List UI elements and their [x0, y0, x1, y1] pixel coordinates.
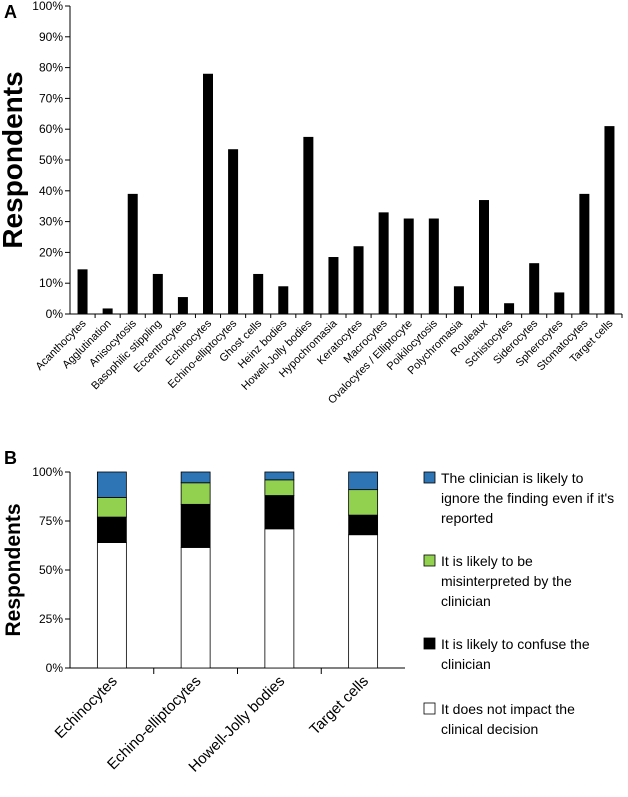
y-tick-label: 90%: [39, 30, 63, 44]
stacked-segment: [264, 471, 295, 481]
bar: [479, 200, 489, 314]
x-category-label: Target cells: [306, 673, 372, 739]
legend-label: reported: [441, 510, 493, 526]
bar: [303, 136, 314, 314]
bar: [579, 193, 590, 314]
stacked-segment: [96, 497, 127, 518]
stacked-segment: [348, 489, 379, 516]
legend-label: clinician: [441, 593, 491, 609]
y-tick-label: 0%: [46, 307, 64, 321]
y-tick-label: 50%: [39, 563, 63, 577]
legend-swatch: [423, 702, 436, 715]
x-category-label: Echinocytes: [51, 673, 120, 742]
bar: [253, 273, 264, 314]
stacked-segment: [180, 482, 211, 505]
y-tick-label: 75%: [39, 514, 63, 528]
bar: [403, 218, 414, 314]
bar: [127, 193, 138, 314]
stacked-segment: [348, 514, 379, 536]
y-axis-title: Respondents: [2, 503, 25, 636]
legend-label: clinician: [441, 656, 491, 672]
bar: [554, 292, 565, 314]
y-tick-label: 50%: [39, 153, 63, 167]
stacked-segment: [264, 528, 295, 669]
panel-a-letter: A: [4, 2, 17, 22]
stacked-segment: [96, 516, 127, 543]
x-category-label: Echino-elliptocytes: [104, 673, 204, 773]
y-tick-label: 0%: [46, 661, 64, 675]
bar: [504, 303, 515, 314]
legend-swatch: [423, 637, 436, 650]
legend-label: It does not impact the: [441, 701, 575, 717]
bar: [203, 73, 213, 314]
bar: [604, 126, 615, 315]
bar: [353, 246, 364, 314]
stacked-segment: [264, 495, 295, 530]
stacked-segment: [180, 503, 211, 548]
bar: [529, 263, 540, 314]
legend-label: clinical decision: [441, 721, 538, 737]
legend-label: It is likely to be: [441, 553, 533, 569]
y-tick-label: 40%: [39, 184, 63, 198]
legend-label: ignore the finding even if it's: [441, 490, 614, 506]
bar: [453, 286, 464, 314]
y-tick-label: 100%: [32, 465, 63, 479]
panel-a-chart: 0% 10% 20% 30% 40% 50% 60% 70% 80% 90% 100% Respond…: [0, 0, 623, 407]
legend-label: misinterpreted by the: [441, 573, 572, 589]
legend-label: The clinician is likely to: [441, 470, 584, 486]
y-tick-label: 100%: [32, 0, 63, 13]
stacked-segment: [96, 542, 127, 669]
legend-swatch: [423, 554, 436, 567]
legend-label: It is likely to confuse the: [441, 636, 590, 652]
y-tick-label: 10%: [39, 276, 63, 290]
bar: [77, 269, 88, 314]
panel-b-chart: 0% 25% 50% 75% 100% Respondents EchinocytesEch…: [2, 465, 614, 776]
bar: [328, 257, 339, 314]
y-axis-title: Respondents: [0, 71, 28, 248]
legend-swatch: [423, 471, 436, 484]
bar: [102, 308, 113, 314]
y-tick-label: 70%: [39, 91, 63, 105]
y-tick-label: 25%: [39, 612, 63, 626]
stacked-segment: [348, 471, 379, 491]
y-tick-label: 20%: [39, 245, 63, 259]
bar: [378, 212, 389, 314]
stacked-segment: [96, 471, 127, 498]
panel-b-letter: B: [4, 448, 17, 468]
y-tick-label: 60%: [39, 122, 63, 136]
bar: [177, 297, 188, 314]
bar: [278, 286, 289, 314]
stacked-segment: [264, 479, 295, 496]
bar: [428, 218, 439, 314]
stacked-segment: [180, 471, 211, 484]
bar: [228, 149, 239, 314]
stacked-segment: [180, 547, 211, 669]
bar: [152, 273, 163, 314]
y-tick-label: 30%: [39, 215, 63, 229]
stacked-segment: [348, 534, 379, 669]
y-tick-label: 80%: [39, 61, 63, 75]
